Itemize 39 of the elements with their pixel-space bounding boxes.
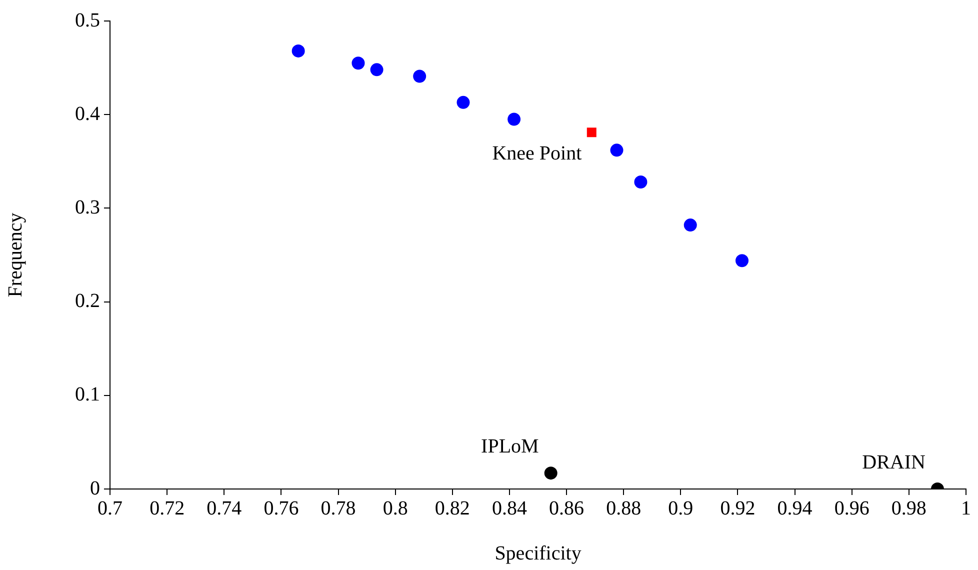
x-tick-label: 0.78 bbox=[320, 497, 356, 520]
x-tick-label: 0.96 bbox=[834, 497, 870, 520]
x-tick-label: 0.86 bbox=[549, 497, 584, 520]
point bbox=[352, 56, 365, 70]
point bbox=[292, 44, 305, 58]
x-tick-label: 0.7 bbox=[98, 497, 122, 520]
point bbox=[684, 218, 697, 232]
annotation: IPLoM bbox=[481, 435, 540, 458]
y-tick-label: 0.3 bbox=[75, 196, 100, 218]
x-tick-label: 0.8 bbox=[382, 497, 408, 520]
x-tick-label: 0.94 bbox=[777, 497, 812, 520]
point bbox=[544, 466, 558, 480]
x-tick-label: 0.92 bbox=[720, 497, 756, 520]
point bbox=[370, 63, 384, 76]
y-tick-label: 0.4 bbox=[75, 102, 100, 125]
x-tick-label: 0.84 bbox=[492, 497, 527, 520]
point bbox=[413, 70, 426, 83]
x-tick-label: 0.72 bbox=[150, 497, 185, 520]
x-tick-label: 0.82 bbox=[434, 497, 470, 520]
point bbox=[736, 254, 749, 268]
y-tick-label: 0.2 bbox=[75, 290, 100, 312]
x-tick-label: 1 bbox=[961, 497, 971, 520]
x-tick-label: 0.9 bbox=[668, 497, 694, 520]
y-tick-label: 0.1 bbox=[75, 384, 100, 406]
annotation: DRAIN bbox=[862, 451, 926, 474]
point bbox=[586, 128, 596, 138]
x-tick-label: 0.74 bbox=[206, 497, 242, 520]
x-axis-title: Specificity bbox=[494, 542, 582, 564]
x-tick-label: 0.76 bbox=[264, 497, 299, 520]
y-tick-label: 0.5 bbox=[75, 9, 100, 32]
y-axis-title: Frequency bbox=[4, 212, 26, 298]
x-tick-label: 0.98 bbox=[891, 497, 926, 520]
annotation: Knee Point bbox=[492, 142, 582, 165]
point bbox=[456, 96, 470, 109]
point bbox=[508, 112, 521, 126]
y-tick-label: 0 bbox=[90, 477, 100, 500]
x-tick-label: 0.88 bbox=[606, 497, 642, 520]
point bbox=[610, 144, 624, 157]
point bbox=[634, 175, 648, 188]
